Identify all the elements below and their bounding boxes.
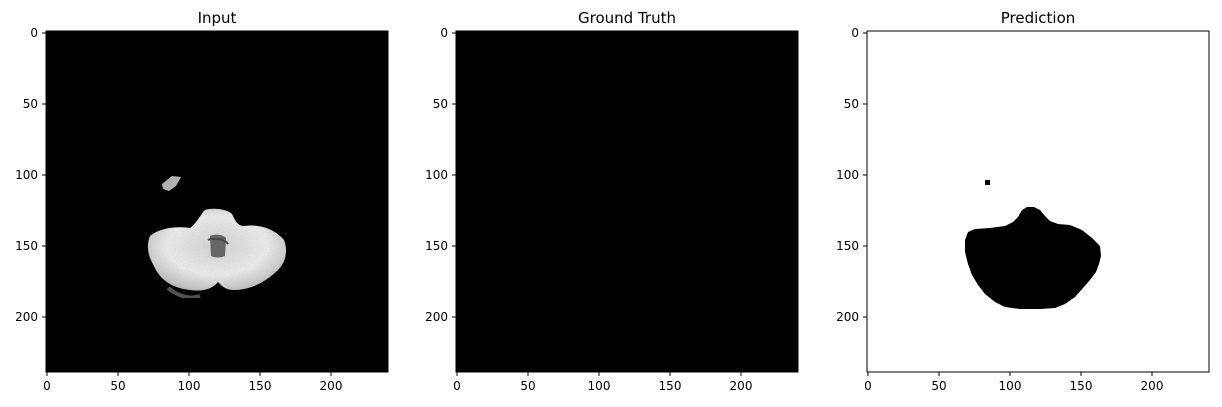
y-tick-label: 150 bbox=[425, 239, 448, 253]
y-axis-prediction: 0 50 100 150 200 bbox=[836, 26, 867, 324]
x-tick-label: 150 bbox=[1070, 379, 1093, 393]
x-tick-label: 100 bbox=[178, 379, 201, 393]
x-axis-ground-truth: 0 50 100 150 200 bbox=[453, 372, 752, 393]
y-tick-label: 50 bbox=[433, 97, 448, 111]
y-tick-label: 50 bbox=[844, 97, 859, 111]
panel-ground-truth: Ground Truth 0 50 100 150 200 0 50 100 1… bbox=[425, 9, 799, 393]
y-tick-label: 150 bbox=[15, 239, 38, 253]
panel-title-input: Input bbox=[198, 9, 237, 27]
y-tick-label: 0 bbox=[851, 26, 859, 40]
x-tick-label: 150 bbox=[659, 379, 682, 393]
y-tick-label: 150 bbox=[836, 239, 859, 253]
y-tick-label: 200 bbox=[425, 310, 448, 324]
x-tick-label: 100 bbox=[588, 379, 611, 393]
y-tick-label: 200 bbox=[836, 310, 859, 324]
x-axis-prediction: 0 50 100 150 200 bbox=[864, 372, 1163, 393]
prediction-mask bbox=[965, 180, 1101, 309]
x-tick-label: 200 bbox=[320, 379, 343, 393]
image-area-ground-truth bbox=[455, 30, 799, 373]
x-tick-label: 0 bbox=[864, 379, 872, 393]
y-axis-ground-truth: 0 50 100 150 200 bbox=[425, 26, 456, 324]
panel-input: Input 0 50 100 150 200 bbox=[15, 9, 389, 393]
y-tick-label: 200 bbox=[15, 310, 38, 324]
x-tick-label: 50 bbox=[931, 379, 946, 393]
x-tick-label: 150 bbox=[249, 379, 272, 393]
x-tick-label: 200 bbox=[730, 379, 753, 393]
y-tick-label: 100 bbox=[425, 168, 448, 182]
y-tick-label: 100 bbox=[836, 168, 859, 182]
brain-slice-image bbox=[147, 176, 286, 300]
y-tick-label: 0 bbox=[30, 26, 38, 40]
x-tick-label: 200 bbox=[1141, 379, 1164, 393]
y-tick-label: 100 bbox=[15, 168, 38, 182]
y-axis-input: 0 50 100 150 200 bbox=[15, 26, 46, 324]
x-tick-label: 0 bbox=[453, 379, 461, 393]
x-tick-label: 0 bbox=[43, 379, 51, 393]
x-tick-label: 50 bbox=[520, 379, 535, 393]
y-tick-label: 50 bbox=[23, 97, 38, 111]
image-area-prediction bbox=[866, 30, 1210, 373]
x-tick-label: 50 bbox=[110, 379, 125, 393]
panel-prediction: Prediction 0 50 100 150 200 0 50 bbox=[836, 9, 1210, 393]
x-tick-label: 100 bbox=[999, 379, 1022, 393]
image-area-input bbox=[45, 30, 389, 373]
y-tick-label: 0 bbox=[440, 26, 448, 40]
panel-title-ground-truth: Ground Truth bbox=[578, 9, 676, 27]
x-axis-input: 0 50 100 150 200 bbox=[43, 372, 342, 393]
panel-title-prediction: Prediction bbox=[1001, 9, 1076, 27]
